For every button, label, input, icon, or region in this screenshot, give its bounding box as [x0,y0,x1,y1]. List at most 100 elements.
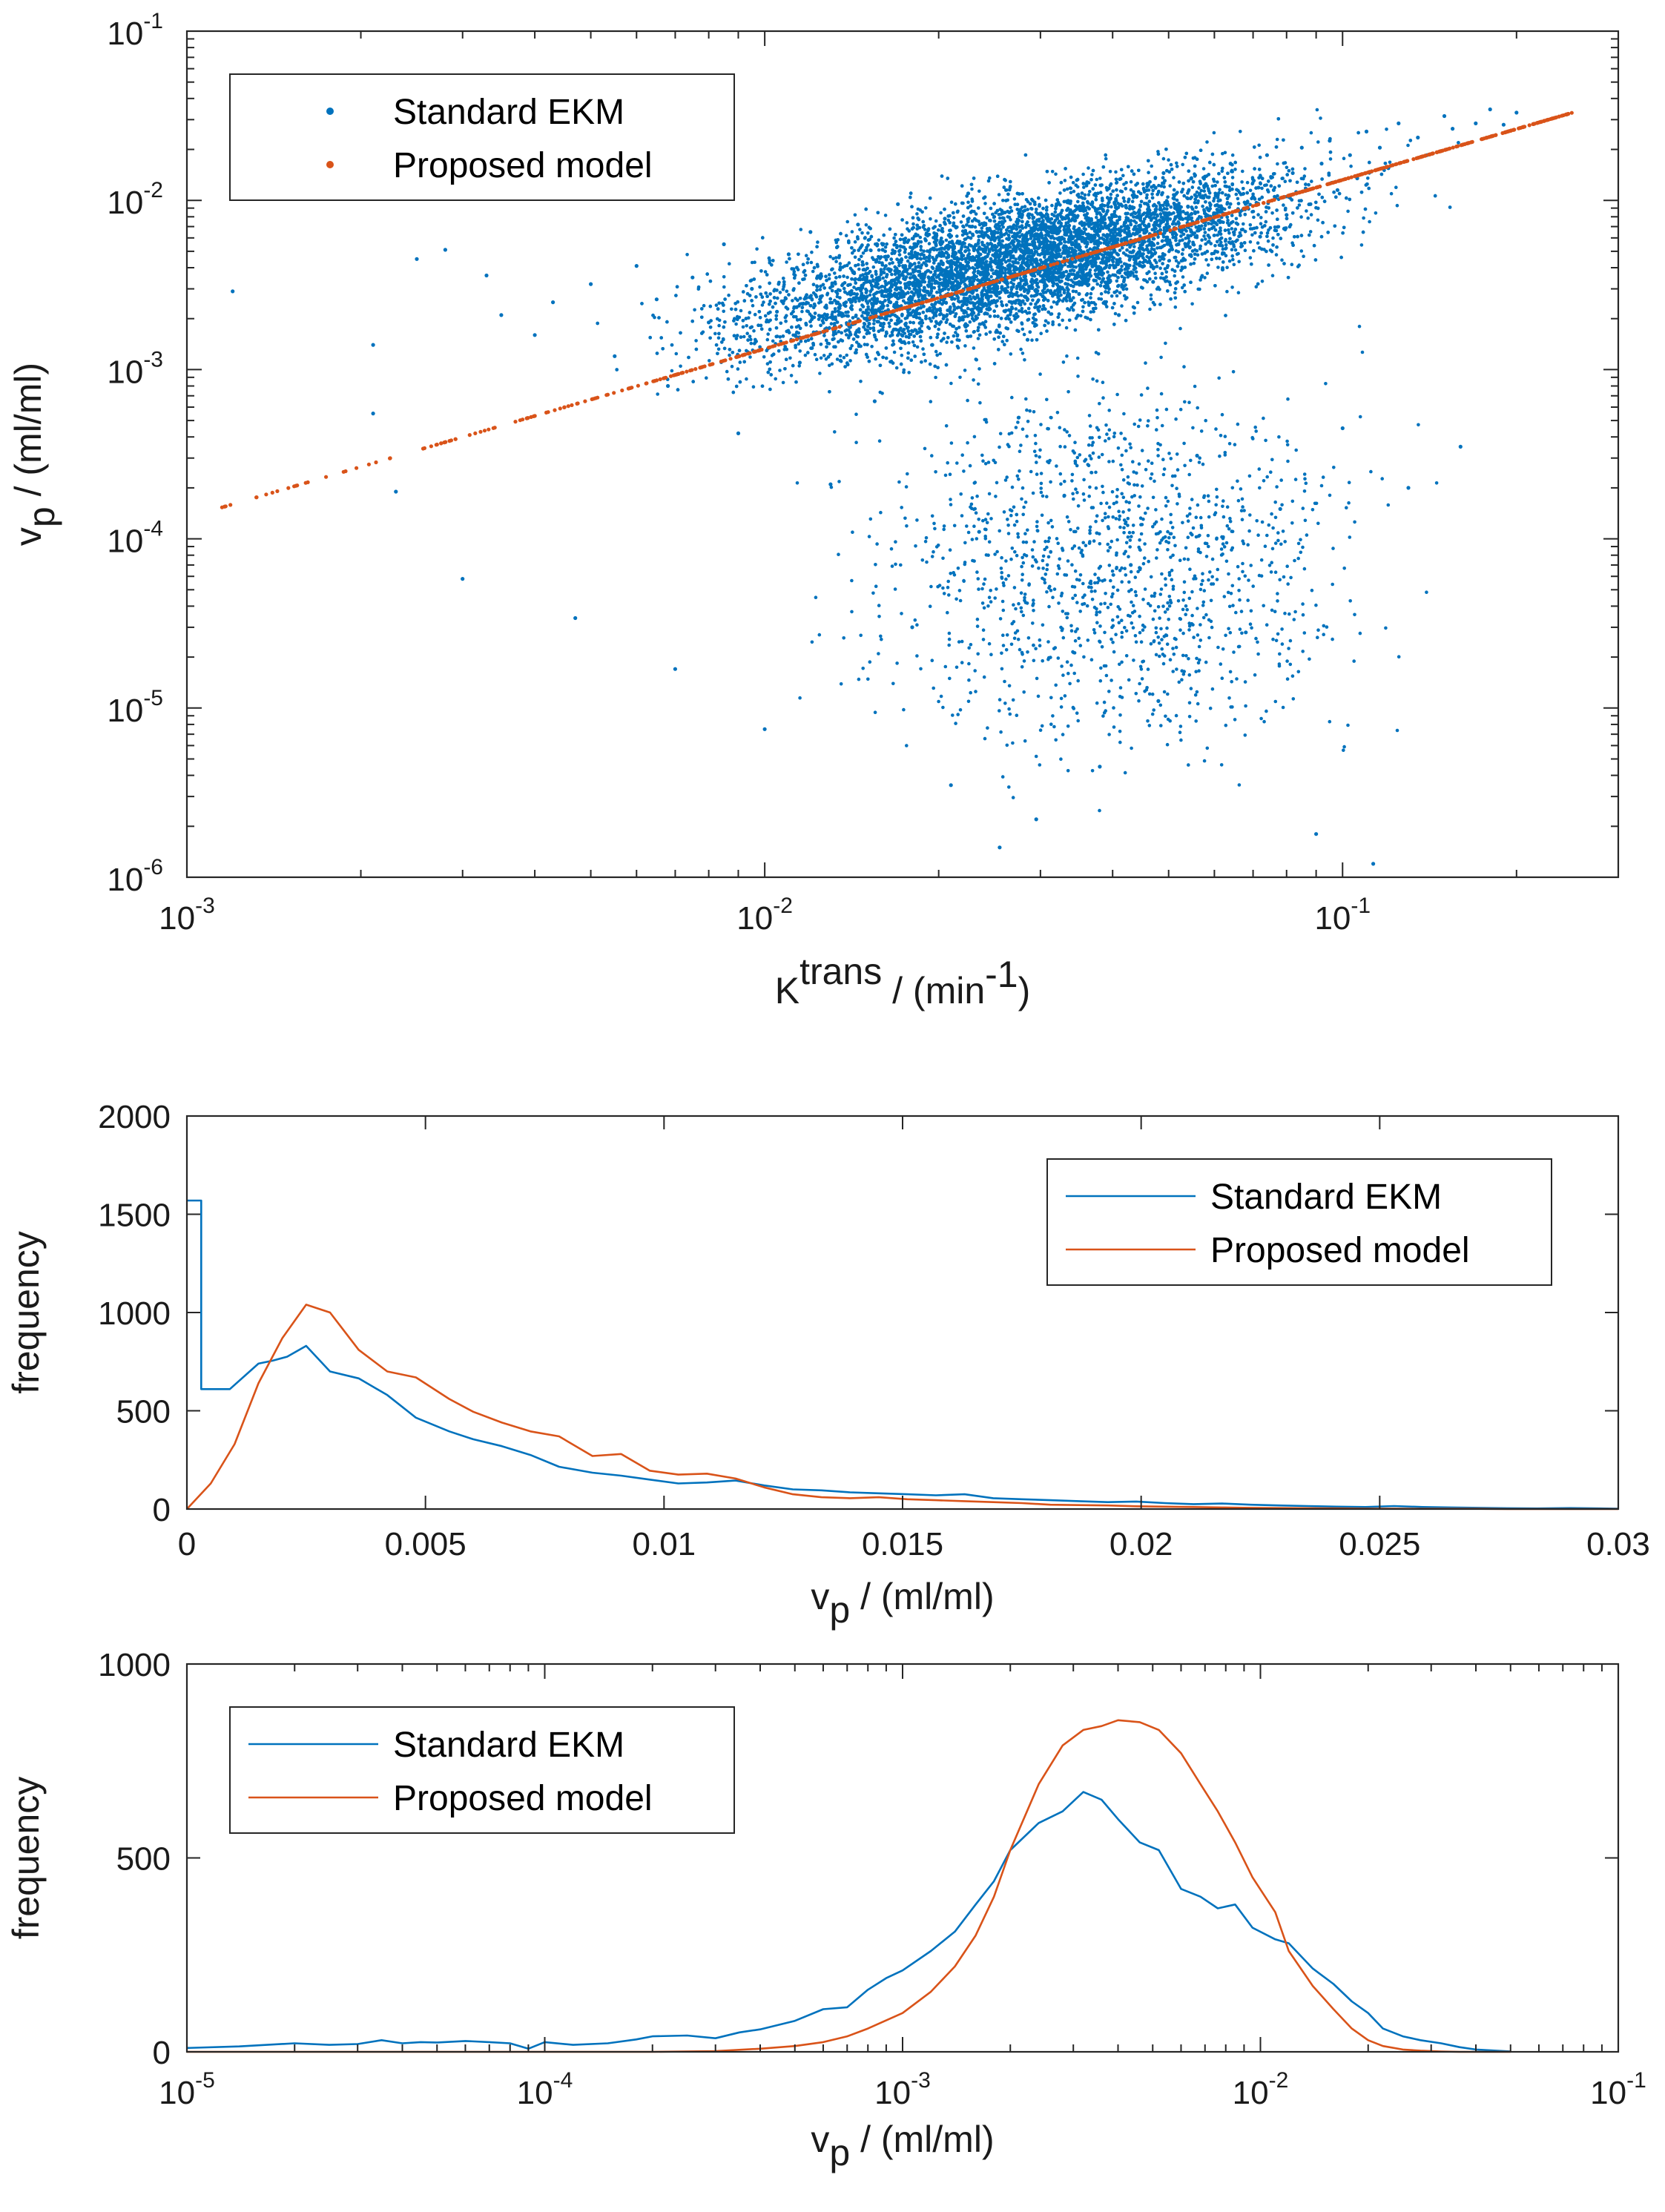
ekm-point [868,293,872,297]
ekm-point [1173,256,1177,260]
ekm-point [881,276,885,280]
ekm-point [760,303,765,307]
ekm-point [1158,266,1162,271]
ekm-point [791,299,794,303]
ekm-point [1051,320,1055,324]
ekm-point [906,259,910,263]
ekm-point [828,254,832,259]
ekm-point [850,344,854,348]
ekm-point [864,223,868,227]
ekm-point [1007,188,1012,192]
ekm-point [748,355,752,359]
ekm-point [745,331,749,336]
ekm-point [1231,257,1235,262]
ekm-point [921,347,925,351]
ekm-point [1230,170,1234,174]
ekm-point [1346,209,1350,214]
ekm-point [938,351,942,356]
ekm-point [774,317,778,321]
ekm-point [1163,267,1167,271]
ekm-point [1201,204,1204,208]
ekm-point [1251,192,1255,197]
ekm-point [1109,182,1113,186]
ekm-point [894,366,899,370]
ekm-point [752,329,756,333]
ekm-point [745,324,748,328]
ekm-point [1230,214,1234,217]
ekm-point [1225,265,1229,270]
ekm-point [776,296,779,300]
ekm-point [909,272,913,276]
ekm-point [1155,246,1159,250]
ekm-point [963,344,967,348]
ekm-point [1196,253,1200,257]
ekm-point [1162,185,1166,189]
ekm-point [1276,162,1279,166]
ekm-point [907,371,911,374]
ekm-point [1150,192,1154,197]
ekm-point [1148,307,1152,311]
ekm-point [1023,205,1027,208]
ekm-point [1129,222,1133,227]
ekm-point [702,303,706,308]
ekm-point [725,369,729,374]
ekm-point [858,228,862,231]
ekm-point [1296,265,1300,268]
ekm-point [670,369,674,373]
ekm-point [1031,298,1035,303]
ekm-point [900,353,904,357]
ekm-point [888,325,891,329]
ekm-point [1050,203,1054,208]
ekm-point [1299,249,1304,253]
ekm-point [829,322,834,326]
ekm-point [988,176,992,180]
ekm-point [809,324,813,329]
ekm-point [1202,234,1206,238]
ekm-point [1227,205,1231,209]
ekm-point [946,288,951,291]
ekm-point [1227,231,1231,235]
ekm-point [929,217,932,221]
ekm-point [989,274,993,279]
ekm-point [745,377,748,381]
ekm-point [1072,296,1075,300]
ekm-point [1192,261,1196,265]
ekm-point [1197,186,1201,190]
ekm-point [1265,183,1268,187]
ekm-point [835,357,840,361]
ekm-point [1219,226,1222,230]
ekm-point [1118,248,1122,252]
ekm-point [1205,271,1210,275]
ekm-point [966,200,970,205]
ekm-point [1099,291,1104,296]
ekm-point [1299,215,1303,219]
ekm-point [1175,198,1179,202]
ekm-point [1115,279,1119,283]
ekm-point [1264,219,1268,224]
ekm-point [1026,291,1030,295]
ekm-point [1063,179,1067,182]
ekm-point [866,301,870,306]
ekm-point [1161,156,1166,161]
ekm-point [1164,280,1167,283]
ekm-point [972,346,976,350]
ekm-point [1108,170,1112,174]
ekm-point [1009,285,1014,289]
ekm-point [1174,259,1178,263]
ekm-point [1001,225,1005,229]
ekm-point [868,299,871,303]
ekm-point [781,380,785,385]
ekm-point [1104,156,1108,161]
ekm-point [1216,265,1220,269]
ekm-point [1202,189,1207,193]
ekm-point [1349,164,1353,168]
ekm-point [1243,248,1247,253]
ekm-point [798,349,802,353]
ekm-point [1342,156,1346,160]
ekm-point [1208,204,1213,208]
ekm-point [811,269,815,274]
ekm-point [800,309,804,314]
ekm-point [1065,187,1069,191]
ekm-point [837,330,840,334]
